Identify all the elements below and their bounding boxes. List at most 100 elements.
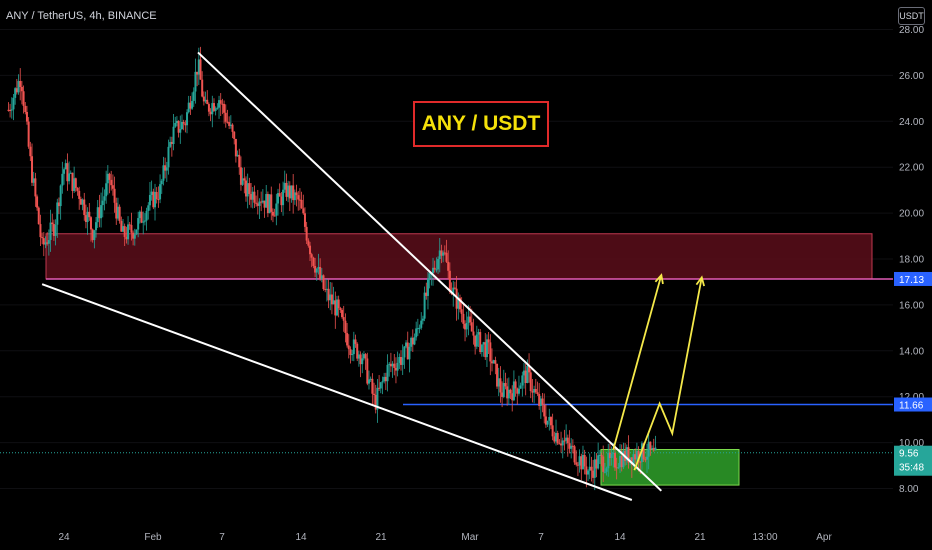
candle-body <box>610 454 613 458</box>
candle-body <box>575 462 578 465</box>
candle-body <box>445 252 448 262</box>
candle-body <box>312 257 315 266</box>
candle-body <box>101 200 104 206</box>
candle-body <box>278 193 281 197</box>
candle-body <box>502 382 505 397</box>
candle-body <box>482 342 485 345</box>
candle-body <box>578 456 581 466</box>
candle-body <box>421 318 424 321</box>
price-tick-label: 16.00 <box>899 300 924 311</box>
candle-body <box>499 378 502 393</box>
candle-body <box>157 199 160 201</box>
candle-body <box>100 205 103 219</box>
candle-body <box>425 292 428 296</box>
candle-body <box>617 467 620 469</box>
candle-body <box>460 309 463 314</box>
candle-body <box>145 210 148 221</box>
candle-body <box>595 459 598 469</box>
candle-body <box>423 292 426 319</box>
candle-body <box>256 203 259 206</box>
candle-body <box>314 265 317 273</box>
candle-body <box>263 200 266 208</box>
candle-body <box>179 129 182 133</box>
currency-button[interactable]: USDT <box>898 7 925 25</box>
candle-body <box>123 226 126 237</box>
candle-body <box>573 446 576 463</box>
time-tick-label: Mar <box>461 532 479 543</box>
candle-body <box>88 211 91 218</box>
candle-body <box>506 386 509 399</box>
candle-body <box>477 332 480 335</box>
candle-body <box>319 266 322 279</box>
candle-body <box>539 398 542 407</box>
projection-arrow-2 <box>633 277 703 471</box>
candle-body <box>548 417 551 421</box>
candle-body <box>187 102 190 113</box>
candle-body <box>106 173 109 184</box>
candle-body <box>133 234 136 239</box>
candle-body <box>282 189 285 206</box>
candle-body <box>528 365 531 373</box>
candle-body <box>635 451 638 460</box>
candle-body <box>260 201 263 203</box>
candle-body <box>642 443 645 460</box>
candle-body <box>7 109 10 111</box>
candle-body <box>394 367 397 371</box>
price-tick-label: 18.00 <box>899 255 924 266</box>
candle-body <box>206 99 209 105</box>
candle-body <box>196 71 199 75</box>
candle-body <box>277 193 280 204</box>
candle-body <box>389 363 392 367</box>
candle-body <box>52 224 55 236</box>
candle-body <box>620 455 623 468</box>
candle-body <box>298 199 301 201</box>
candle-body <box>585 466 588 475</box>
price-badge-label: 11.66 <box>899 401 924 412</box>
candle-body <box>216 107 219 109</box>
time-tick-label: 7 <box>219 532 225 543</box>
candle-body <box>401 357 404 365</box>
candle-body <box>110 179 113 186</box>
candle-body <box>440 250 443 256</box>
candle-body <box>603 471 606 473</box>
candle-body <box>533 388 536 393</box>
candle-body <box>475 334 478 347</box>
candle-body <box>403 346 406 358</box>
price-badge-label: 9.56 <box>899 449 919 460</box>
candle-body <box>125 236 128 240</box>
candle-body <box>201 79 204 97</box>
candle-body <box>605 468 608 472</box>
candle-body <box>400 357 403 365</box>
time-tick-label: Apr <box>816 532 832 543</box>
candle-body <box>489 342 492 362</box>
candle-body <box>212 103 215 111</box>
candle-body <box>371 378 374 394</box>
candle-body <box>239 167 242 185</box>
candle-body <box>177 120 180 133</box>
candle-body <box>317 266 320 269</box>
candle-body <box>549 417 552 426</box>
candle-body <box>76 187 79 191</box>
candle-body <box>202 96 205 102</box>
candle-body <box>81 199 84 205</box>
candle-body <box>457 297 460 309</box>
candle-body <box>384 376 387 382</box>
candle-body <box>598 455 601 457</box>
candle-body <box>612 452 615 455</box>
candle-body <box>84 215 87 223</box>
candle-body <box>568 443 571 449</box>
candle-body <box>12 97 15 110</box>
candle-body <box>258 201 261 206</box>
candle-body <box>453 287 456 289</box>
candle-body <box>472 331 475 336</box>
candle-body <box>191 100 194 109</box>
ticker-label: ANY / TetherUS, 4h, BINANCE <box>6 10 157 22</box>
candle-body <box>571 445 574 447</box>
candle-body <box>96 207 99 223</box>
candle-body <box>285 182 288 197</box>
candle-body <box>521 375 524 386</box>
time-tick-label: 13:00 <box>752 532 777 543</box>
candle-body <box>484 342 487 358</box>
candle-body <box>192 91 195 101</box>
